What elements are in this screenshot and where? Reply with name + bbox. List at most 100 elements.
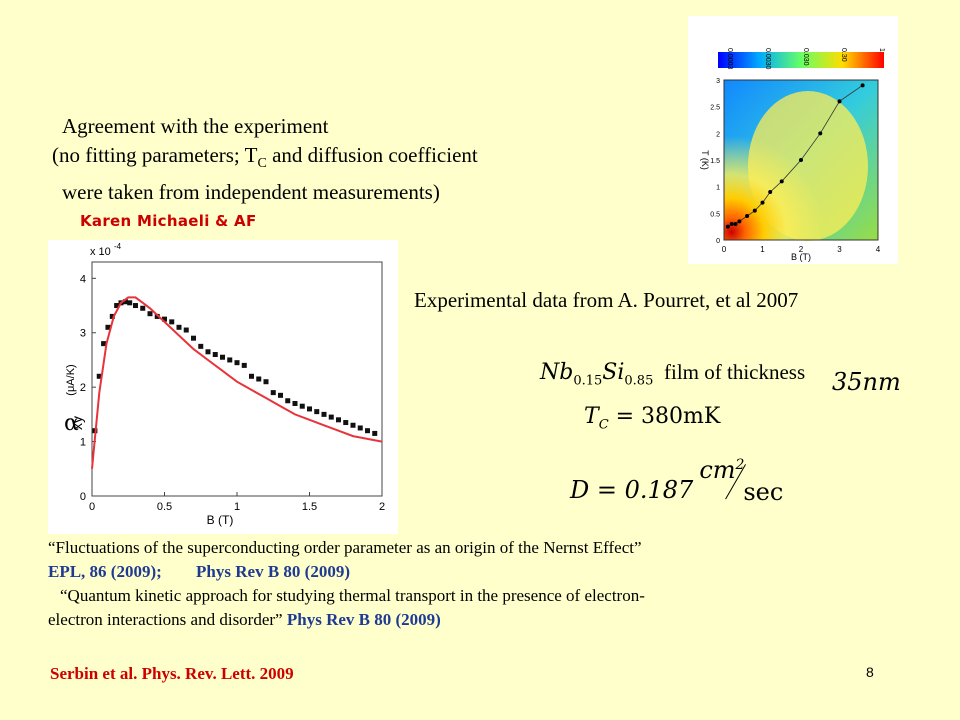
experimental-data-caption: Experimental data from A. Pourret, et al… <box>414 288 799 312</box>
heatmap-y-label: T (K) <box>700 150 710 170</box>
heatmap-data-point <box>752 208 757 213</box>
data-point <box>212 352 218 358</box>
y-multiplier: x 10 <box>90 246 111 258</box>
data-point <box>205 349 211 355</box>
diffusion-numerator: cm2 <box>699 456 745 484</box>
data-point <box>249 373 254 379</box>
y-tick-label: 0 <box>80 491 86 503</box>
headline-line1: Agreement with the experiment <box>62 114 329 138</box>
heatmap-data-point <box>737 219 742 224</box>
data-point <box>328 414 334 420</box>
diffusion-exponent: 2 <box>735 457 745 473</box>
colorbar-tick-label: 0.0030 <box>764 48 771 70</box>
tc-value: = 380mK <box>608 404 721 429</box>
heatmap-x-tick-label: 4 <box>876 245 881 254</box>
data-point <box>241 362 247 368</box>
critical-temperature: TC = 380mK <box>584 404 720 432</box>
heatmap-frame <box>723 79 879 241</box>
heatmap-x-tick-label: 0 <box>722 245 727 254</box>
heatmap-x-label: B (T) <box>791 252 811 262</box>
diffusion-coefficient: D = 0.187 cm2 sec <box>570 456 793 506</box>
heatmap-data-point <box>799 158 803 162</box>
data-point <box>314 409 320 415</box>
ref-2-title-end: electron interactions and disorder” <box>48 610 283 629</box>
data-point <box>147 311 153 317</box>
data-point <box>263 379 269 385</box>
alpha-xy-plot-svg: x 10 -4 α xy (μA/K) B (T) 0 0.5 1 1.5 2 0 1 2 3 4 <box>64 242 385 527</box>
colorbar-tick-label: 0.30 <box>840 48 847 62</box>
data-point <box>96 373 102 379</box>
serbin-citation: Serbin et al. Phys. Rev. Lett. 2009 <box>50 664 294 683</box>
data-point <box>198 343 204 349</box>
data-point <box>292 400 298 406</box>
colorbar-tick-label: 0.030 <box>802 48 809 66</box>
theory-curve <box>91 296 383 469</box>
references: “Fluctuations of the superconducting ord… <box>48 536 908 632</box>
heatmap-data-point <box>733 222 738 226</box>
data-point <box>299 403 305 409</box>
data-point <box>109 313 115 319</box>
alpha-xy-plot: x 10 -4 α xy (μA/K) B (T) 0 0.5 1 1.5 2 0 1 2 3 4 <box>48 240 398 534</box>
heatmap-data-point <box>745 214 750 218</box>
tc-subscript: C <box>598 417 609 433</box>
data-point <box>227 357 233 363</box>
heatmap-data-point <box>860 83 865 88</box>
heatmap-x-tick-label: 3 <box>837 245 842 254</box>
data-point <box>234 360 240 366</box>
heatmap-y-tick-label: 0.5 <box>710 211 720 218</box>
heatmap-y-tick-label: 2.5 <box>710 105 720 112</box>
heatmap-data-point <box>729 222 734 226</box>
heatmap-x-tick-label: 1 <box>760 245 765 254</box>
data-point <box>307 406 312 412</box>
headline: Agreement with the experiment (no fittin… <box>52 112 572 207</box>
x-axis-label: B (T) <box>207 513 234 527</box>
heatmap-data-point <box>768 190 773 194</box>
headline-line2: (no fitting parameters; TC and diffusion… <box>52 141 572 178</box>
colorbar <box>718 52 884 68</box>
heatmap-y-tick-label: 1.5 <box>710 158 720 165</box>
data-point <box>105 324 111 330</box>
heatmap-data-point <box>837 99 842 104</box>
data-point <box>183 327 189 333</box>
ref-2-title-line2: electron interactions and disorder” Phys… <box>48 608 908 632</box>
data-point <box>365 428 370 434</box>
data-point <box>191 335 196 341</box>
x-tick-label: 0.5 <box>157 501 172 513</box>
page-number: 8 <box>866 664 874 680</box>
y-axis-label: (μA/K) <box>65 364 77 395</box>
data-point <box>343 420 349 426</box>
material-formula: Nb0.15Si0.85 <box>540 360 653 388</box>
y-tick-label: 1 <box>80 437 86 449</box>
nb-symbol: Nb <box>540 360 574 385</box>
x-tick-label: 1.5 <box>302 501 317 513</box>
headline-line2-sub: C <box>257 156 267 172</box>
tc-heatmap-svg: 0.0003 0.0030 0.030 0.30 1 0 1 2 3 4 0 0.5 1 1.5 2 2.5 3… <box>700 48 885 262</box>
si-fraction: 0.85 <box>624 373 654 389</box>
heatmap-data-point <box>779 179 784 184</box>
ref-1-prb: Phys Rev B 80 (2009) <box>196 562 350 581</box>
ref-2-title-line1: “Quantum kinetic approach for studying t… <box>60 586 645 605</box>
author-credit: Karen Michaeli & AF <box>80 212 257 230</box>
data-point <box>162 316 167 322</box>
data-point <box>285 398 291 404</box>
y-axis-subscript: xy <box>69 416 85 430</box>
film-thickness-label: film of thickness <box>664 360 806 384</box>
tc-heatmap: 0.0003 0.0030 0.030 0.30 1 0 1 2 3 4 0 0.5 1 1.5 2 2.5 3… <box>688 16 898 264</box>
heatmap-data-point <box>725 224 730 229</box>
heatmap-y-tick-label: 3 <box>716 78 720 85</box>
ref-2-prb: Phys Rev B 80 (2009) <box>286 610 441 629</box>
data-point <box>372 430 378 436</box>
heatmap-data-point <box>818 131 823 136</box>
data-point <box>278 392 283 398</box>
si-symbol: Si <box>602 360 625 385</box>
data-point <box>101 341 107 347</box>
heatmap-data-point <box>760 200 765 205</box>
x-tick-label: 0 <box>89 501 95 513</box>
headline-line2-a: (no fitting parameters; T <box>52 143 258 167</box>
nb-fraction: 0.15 <box>573 373 603 389</box>
data-point <box>350 422 356 428</box>
headline-line2-b: and diffusion coefficient <box>266 143 478 167</box>
ref-1-epl: EPL, 86 (2009); <box>48 562 162 581</box>
heatmap-y-tick-label: 0 <box>716 238 720 245</box>
heatmap-y-tick-label: 1 <box>716 185 720 192</box>
